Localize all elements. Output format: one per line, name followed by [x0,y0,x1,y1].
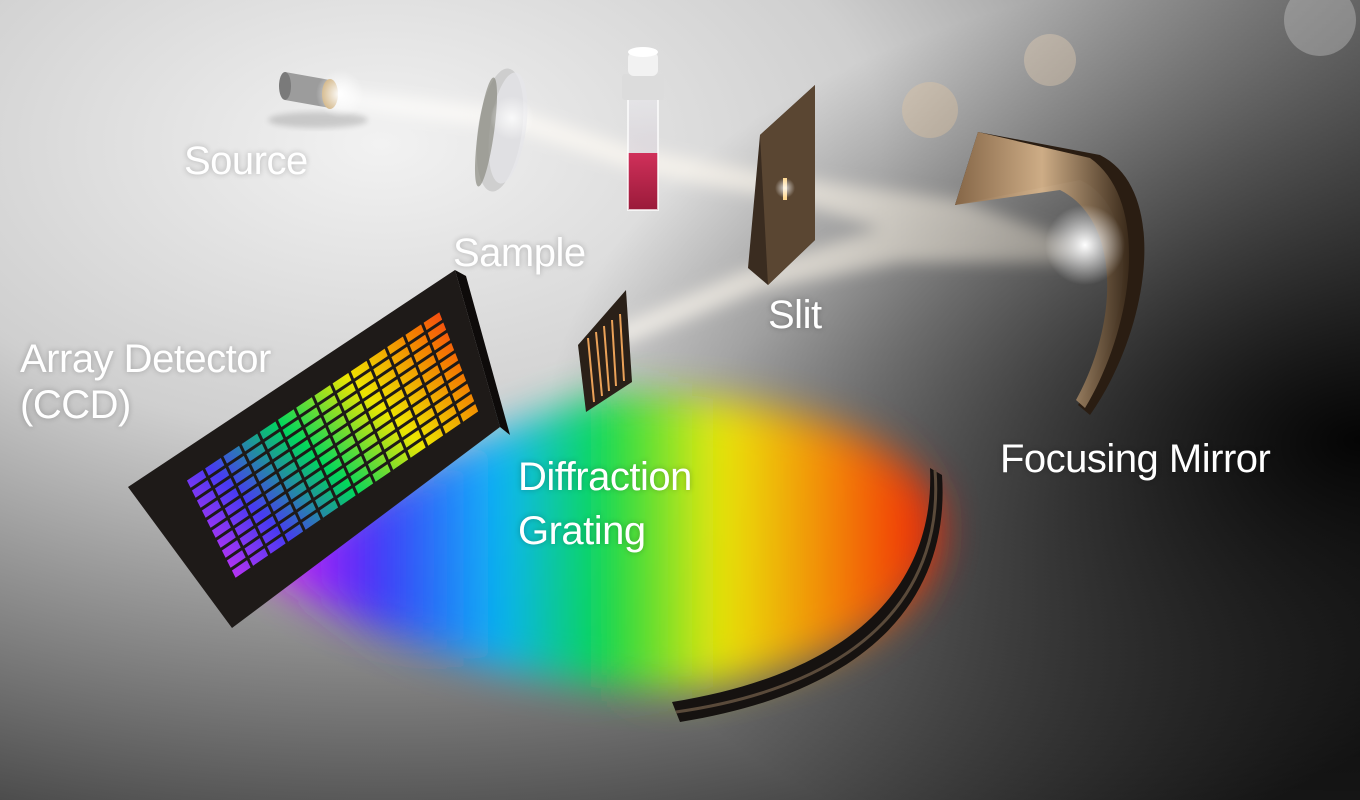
lens [474,68,534,192]
diffraction-grating [578,290,632,412]
cuvette [622,47,664,211]
label-array-detector-line1: Array Detector [20,337,271,381]
label-source: Source [184,139,308,183]
light-beam [335,92,1085,345]
label-slit: Slit [768,293,822,337]
ccd-pixel-grid [183,308,482,582]
array-detector [128,270,510,628]
label-focusing-mirror: Focusing Mirror [1000,437,1271,481]
focusing-mirror [955,132,1145,415]
label-diffraction-grating: Diffraction Grating [518,450,692,558]
source-lamp [268,70,368,128]
slit-plate [748,85,815,285]
label-array-detector-line2: (CCD) [20,383,131,427]
curved-screen [672,468,943,722]
label-sample: Sample [453,231,586,275]
label-array-detector: Array Detector (CCD) [20,336,271,428]
label-diffraction-grating-line2: Grating [518,509,646,553]
label-diffraction-grating-line1: Diffraction [518,455,692,499]
bokeh-lights [902,0,1356,138]
